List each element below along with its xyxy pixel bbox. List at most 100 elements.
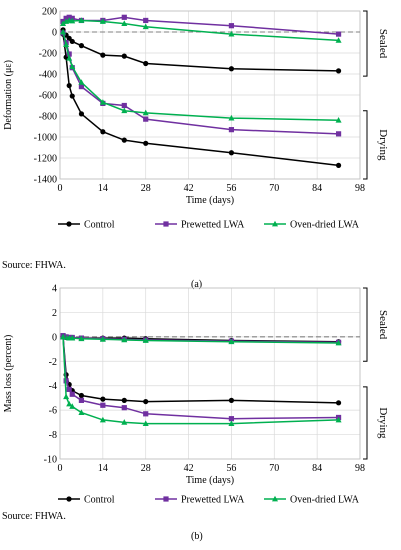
x-tick-label: 28 [141,463,151,474]
legend-label: Control [84,495,115,506]
data-point [335,117,342,123]
data-point [142,337,149,343]
data-point [78,17,85,23]
series-drying-oven-dried-lwa [60,28,342,123]
data-point [69,17,76,24]
x-tick-label: 84 [312,183,322,194]
data-point [99,336,106,342]
data-point [78,43,85,49]
data-point [99,416,106,423]
x-tick-label: 56 [226,463,236,474]
series-line [62,336,339,420]
y-tick-label: -1200 [34,154,57,165]
data-point [78,397,85,403]
y-tick-label: -2 [49,357,57,368]
source-note-b: Source: FHWA. [2,511,66,522]
legend-item: Prewetted LWA [155,495,245,506]
legend: Control Prewetted LWA Oven-dried LWA [58,220,360,231]
data-point [63,41,70,47]
data-point [121,405,127,411]
data-point [335,339,342,346]
y-tick-label: 0 [52,28,57,39]
data-point [228,127,235,133]
data-point [143,60,149,67]
legend-marker [66,496,72,502]
data-point [60,20,67,26]
data-point [143,17,149,24]
data-point [69,391,75,397]
series-line [62,34,339,167]
drying-bracket [363,386,368,460]
data-point [78,409,85,415]
data-point [78,79,85,85]
data-point [121,107,128,114]
x-tick-label: 98 [355,183,365,194]
data-point [63,378,69,384]
legend-label: Prewetted LWA [181,220,245,231]
x-tick-label: 28 [141,183,151,194]
panel-label-b: (b) [191,531,203,542]
data-point [78,84,85,90]
drying-label: Drying [377,407,389,439]
legend-label: Control [84,220,115,231]
legend-marker [272,495,278,502]
data-point [100,129,106,135]
data-point [99,99,106,105]
series-line [62,336,339,425]
series-sealed-oven-dried-lwa [60,333,342,346]
data-point [121,397,127,403]
legend-item: Prewetted LWA [155,220,245,231]
x-tick-label: 98 [355,463,365,474]
x-tick-label: 70 [269,183,279,194]
data-point [66,386,72,392]
data-point [228,114,235,121]
data-point [121,20,128,26]
data-point [100,52,106,58]
y-tick-label: -8 [49,430,57,441]
data-point [228,23,235,29]
data-point [100,396,106,402]
legend: Control Prewetted LWA Oven-dried LWA [58,495,360,506]
data-point [121,53,127,59]
panel-label-a: (a) [191,279,203,290]
x-tick-label: 42 [184,183,194,194]
data-point [121,336,128,343]
legend-marker [163,496,169,502]
data-point [69,93,75,99]
legend-marker [272,220,278,227]
legend-item: Control [58,495,115,506]
data-point [143,398,149,405]
y-tick-label: 200 [42,7,57,18]
drying-bracket [363,110,368,180]
data-point [335,131,342,137]
data-point [228,416,235,422]
y-tick-label: -200 [39,49,57,60]
data-point [335,162,342,168]
x-axis-title: Time (days) [186,475,234,486]
data-point [228,150,235,156]
y-tick-label: -6 [49,406,57,417]
data-point [228,397,235,403]
legend-marker [163,221,169,227]
y-tick-label: -600 [39,91,57,102]
data-point [121,102,127,109]
data-point [121,137,127,143]
x-tick-label: 0 [58,463,63,474]
data-point [100,402,106,408]
data-point [66,51,72,57]
x-tick-label: 42 [184,463,194,474]
plot-frame [59,10,361,180]
data-point [228,338,235,345]
y-tick-label: -10 [44,455,57,466]
y-tick-label: 4 [52,284,57,295]
data-point [228,66,235,72]
sealed-label: Sealed [377,310,389,340]
data-point [78,111,85,117]
data-point [66,82,72,89]
y-tick-label: 0 [52,332,57,343]
legend-label: Oven-dried LWA [290,220,360,231]
data-point [143,116,149,122]
y-tick-label: -800 [39,112,57,123]
series-line [62,29,339,72]
